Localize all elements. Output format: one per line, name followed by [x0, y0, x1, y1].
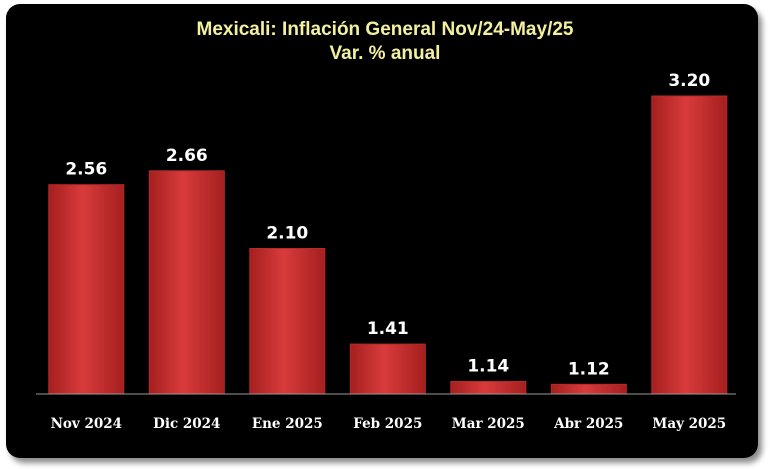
value-label: 1.14	[467, 357, 509, 377]
category-label: Feb 2025	[353, 416, 422, 432]
category-label: Dic 2024	[153, 416, 220, 432]
chart-subtitle: Var. % anual	[329, 43, 441, 64]
category-label: Ene 2025	[252, 416, 323, 432]
bar-mar-2025	[450, 381, 527, 395]
value-label: 1.41	[367, 319, 409, 339]
value-label: 2.66	[166, 146, 208, 166]
category-label: Mar 2025	[452, 416, 525, 432]
bar-feb-2025	[349, 343, 426, 395]
bar-ene-2025	[249, 248, 326, 395]
labels-group: 2.56 Nov 2024 2.66 Dic 2024 2.10 Ene 2025 1.41…	[51, 71, 727, 432]
chart-title: Mexicali: Inflación General Nov/24-May/2…	[196, 19, 574, 40]
bar-nov-2024	[48, 184, 125, 395]
category-label: Nov 2024	[51, 416, 122, 432]
value-label: 3.20	[668, 71, 710, 91]
value-label: 1.12	[568, 359, 610, 379]
bars-group	[48, 95, 728, 395]
value-label: 2.10	[266, 224, 308, 244]
category-label: Abr 2025	[553, 416, 623, 432]
value-label: 2.56	[65, 160, 107, 180]
category-label: May 2025	[652, 416, 726, 432]
bar-may-2025	[651, 95, 728, 395]
chart-title-block: Mexicali: Inflación General Nov/24-May/2…	[0, 18, 770, 66]
bar-abr-2025	[550, 383, 627, 395]
bar-dic-2024	[148, 170, 225, 395]
